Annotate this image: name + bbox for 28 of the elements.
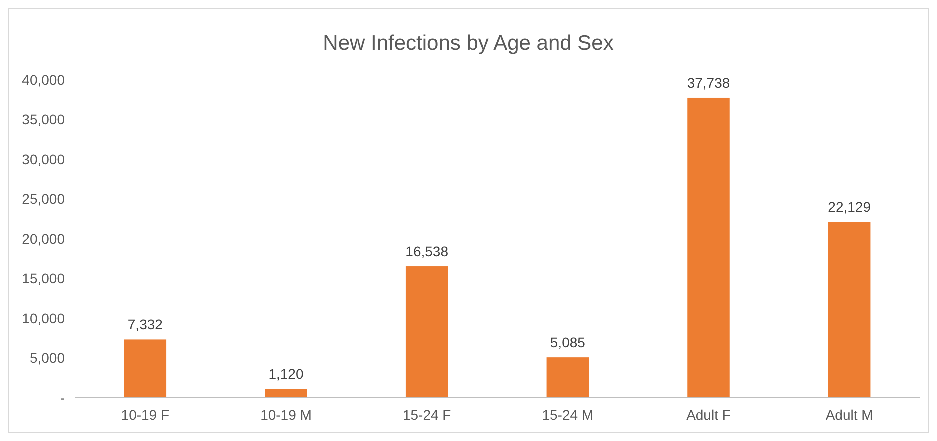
y-tick-label: 35,000 <box>22 112 66 128</box>
y-tick-label: 10,000 <box>22 310 66 326</box>
x-tick-label: 15-24 F <box>402 407 452 423</box>
x-tick-label: 10-19 F <box>121 407 170 423</box>
x-tick-label: 15-24 M <box>542 407 594 423</box>
y-tick-label: - <box>60 390 66 406</box>
x-tick-label: Adult F <box>686 407 731 423</box>
x-tick-label: Adult M <box>826 407 874 423</box>
data-label: 22,129 <box>828 199 872 216</box>
bar <box>406 266 448 398</box>
data-label: 16,538 <box>406 244 449 260</box>
bar <box>265 389 308 398</box>
chart-title: New Infections by Age and Sex <box>323 32 614 55</box>
y-tick-label: 30,000 <box>22 151 66 168</box>
data-label: 37,738 <box>687 74 730 91</box>
data-label: 5,085 <box>550 334 586 351</box>
y-tick-label: 20,000 <box>22 230 66 247</box>
bar <box>688 98 730 398</box>
y-tick-label: 15,000 <box>22 270 66 287</box>
y-tick-label: 40,000 <box>22 72 66 88</box>
y-tick-label: 25,000 <box>22 191 66 208</box>
y-tick-label: 5,000 <box>30 350 66 366</box>
x-tick-label: 10-19 M <box>260 407 312 423</box>
data-label: 1,120 <box>268 366 304 382</box>
bar <box>546 358 590 398</box>
bar <box>828 222 871 398</box>
data-label: 7,332 <box>128 316 164 333</box>
bar <box>124 340 167 398</box>
